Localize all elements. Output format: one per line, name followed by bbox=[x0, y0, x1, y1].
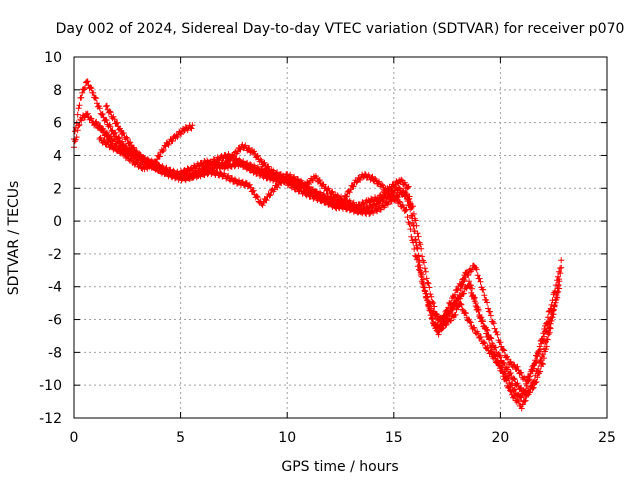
data-points bbox=[71, 78, 565, 412]
y-tick-label: -8 bbox=[48, 345, 62, 361]
series-markers bbox=[71, 110, 196, 173]
y-axis-ticks: -12 -10 -8 -6 -4 -2 0 2 4 6 8 10 bbox=[39, 50, 607, 427]
grid-lines bbox=[74, 57, 607, 418]
series-track-b bbox=[71, 110, 196, 173]
y-tick-label: -12 bbox=[39, 411, 62, 427]
x-tick-label: 10 bbox=[278, 430, 296, 446]
x-tick-label: 15 bbox=[385, 430, 403, 446]
series-track-d bbox=[92, 118, 565, 412]
y-tick-label: 2 bbox=[53, 181, 62, 197]
x-tick-label: 20 bbox=[491, 430, 509, 446]
y-tick-label: -2 bbox=[48, 247, 62, 263]
y-tick-label: 6 bbox=[53, 116, 62, 132]
series-markers bbox=[96, 134, 563, 400]
plot-frame bbox=[73, 56, 608, 419]
x-tick-label: 0 bbox=[70, 430, 79, 446]
y-tick-label: 0 bbox=[53, 214, 62, 230]
x-axis-label: GPS time / hours bbox=[281, 459, 398, 475]
series-markers bbox=[92, 118, 565, 412]
y-tick-label: -6 bbox=[48, 313, 62, 329]
x-tick-label: 5 bbox=[176, 430, 185, 446]
y-tick-label: 4 bbox=[53, 148, 62, 164]
y-tick-label: 10 bbox=[44, 50, 62, 66]
y-tick-label: -10 bbox=[39, 378, 62, 394]
x-tick-label: 25 bbox=[598, 430, 616, 446]
y-axis-label: SDTVAR / TECUs bbox=[6, 181, 22, 296]
y-tick-label: -4 bbox=[48, 280, 62, 296]
series-track-e bbox=[96, 134, 563, 400]
x-axis-ticks: 0 5 10 15 20 25 bbox=[70, 57, 616, 446]
y-tick-label: 8 bbox=[53, 83, 62, 99]
chart-title: Day 002 of 2024, Sidereal Day-to-day VTE… bbox=[56, 21, 625, 37]
